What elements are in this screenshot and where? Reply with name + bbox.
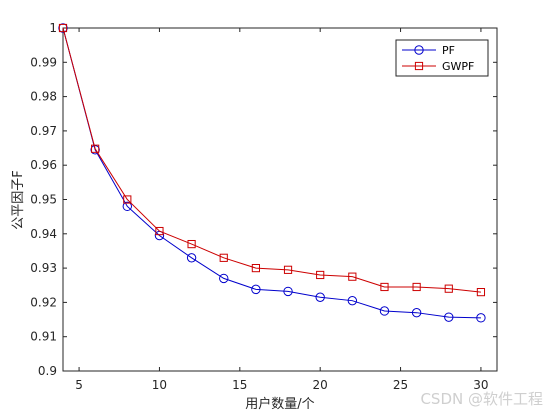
- legend-item-pf: PF: [402, 44, 455, 57]
- x-axis: 5 10 15 20 25 30: [75, 28, 489, 392]
- plot-area: [62, 27, 498, 372]
- data-point-gwpf: [316, 270, 325, 280]
- x-tick-label: 5: [75, 378, 83, 392]
- y-axis-label: 公平因子F: [11, 170, 26, 229]
- data-point-pf: [219, 273, 229, 284]
- y-tick-label: 0.97: [30, 124, 57, 138]
- series-line-pf: [62, 27, 481, 319]
- y-tick-label: 1: [49, 21, 57, 35]
- y-tick-label: 0.95: [30, 193, 57, 207]
- legend-label: GWPF: [442, 60, 474, 73]
- data-point-pf: [379, 306, 390, 316]
- x-tick-label: 10: [152, 378, 167, 392]
- data-point-gwpf: [283, 265, 293, 274]
- y-tick-label: 0.94: [30, 227, 57, 241]
- series-pf: [58, 23, 486, 323]
- data-point-pf: [315, 292, 325, 302]
- x-tick-label: 25: [393, 378, 408, 392]
- legend-marker: [414, 45, 424, 55]
- legend: PF GWPF: [395, 39, 489, 77]
- watermark-text: CSDN @软件工程: [420, 390, 543, 408]
- legend-marker: [414, 61, 424, 71]
- data-point-gwpf: [380, 282, 389, 292]
- data-point-gwpf: [58, 23, 68, 33]
- data-point-pf: [444, 312, 454, 322]
- data-point-gwpf: [412, 282, 421, 292]
- y-tick-label: 0.98: [30, 90, 57, 104]
- data-point-pf: [411, 307, 422, 318]
- data-point-pf: [251, 284, 261, 295]
- data-point-gwpf: [444, 284, 453, 293]
- data-point-gwpf: [348, 272, 357, 281]
- series-line-gwpf: [62, 27, 481, 293]
- x-tick-label: 20: [313, 378, 328, 392]
- x-tick-label: 30: [473, 378, 488, 392]
- x-axis-label: 用户数量/个: [245, 396, 314, 412]
- legend-box: [395, 39, 489, 77]
- y-tick-label: 0.96: [30, 158, 57, 172]
- data-point-pf: [283, 286, 293, 297]
- data-point-pf: [122, 201, 132, 212]
- y-axis: 0.9 0.91 0.92 0.93 0.94 0.95 0.96 0.97 0.98 0.99 1: [30, 21, 497, 378]
- data-point-pf: [476, 313, 486, 323]
- data-point-pf: [58, 23, 68, 33]
- y-tick-label: 0.92: [30, 295, 57, 309]
- series-gwpf: [58, 23, 486, 297]
- data-point-pf: [347, 295, 358, 306]
- y-tick-label: 0.9: [38, 364, 57, 378]
- y-tick-label: 0.93: [30, 261, 57, 275]
- data-point-gwpf: [219, 253, 228, 262]
- x-tick-label: 15: [232, 378, 247, 392]
- legend-label: PF: [442, 44, 455, 57]
- data-point-gwpf: [91, 144, 100, 153]
- series-layer: [58, 23, 486, 323]
- data-point-pf: [186, 253, 197, 263]
- legend-item-gwpf: GWPF: [402, 60, 474, 73]
- data-point-gwpf: [155, 226, 164, 236]
- y-tick-label: 0.99: [30, 55, 57, 69]
- data-point-gwpf: [123, 195, 132, 204]
- data-point-gwpf: [476, 288, 486, 297]
- data-point-gwpf: [187, 239, 196, 249]
- data-point-gwpf: [251, 264, 260, 273]
- y-tick-label: 0.91: [30, 330, 57, 344]
